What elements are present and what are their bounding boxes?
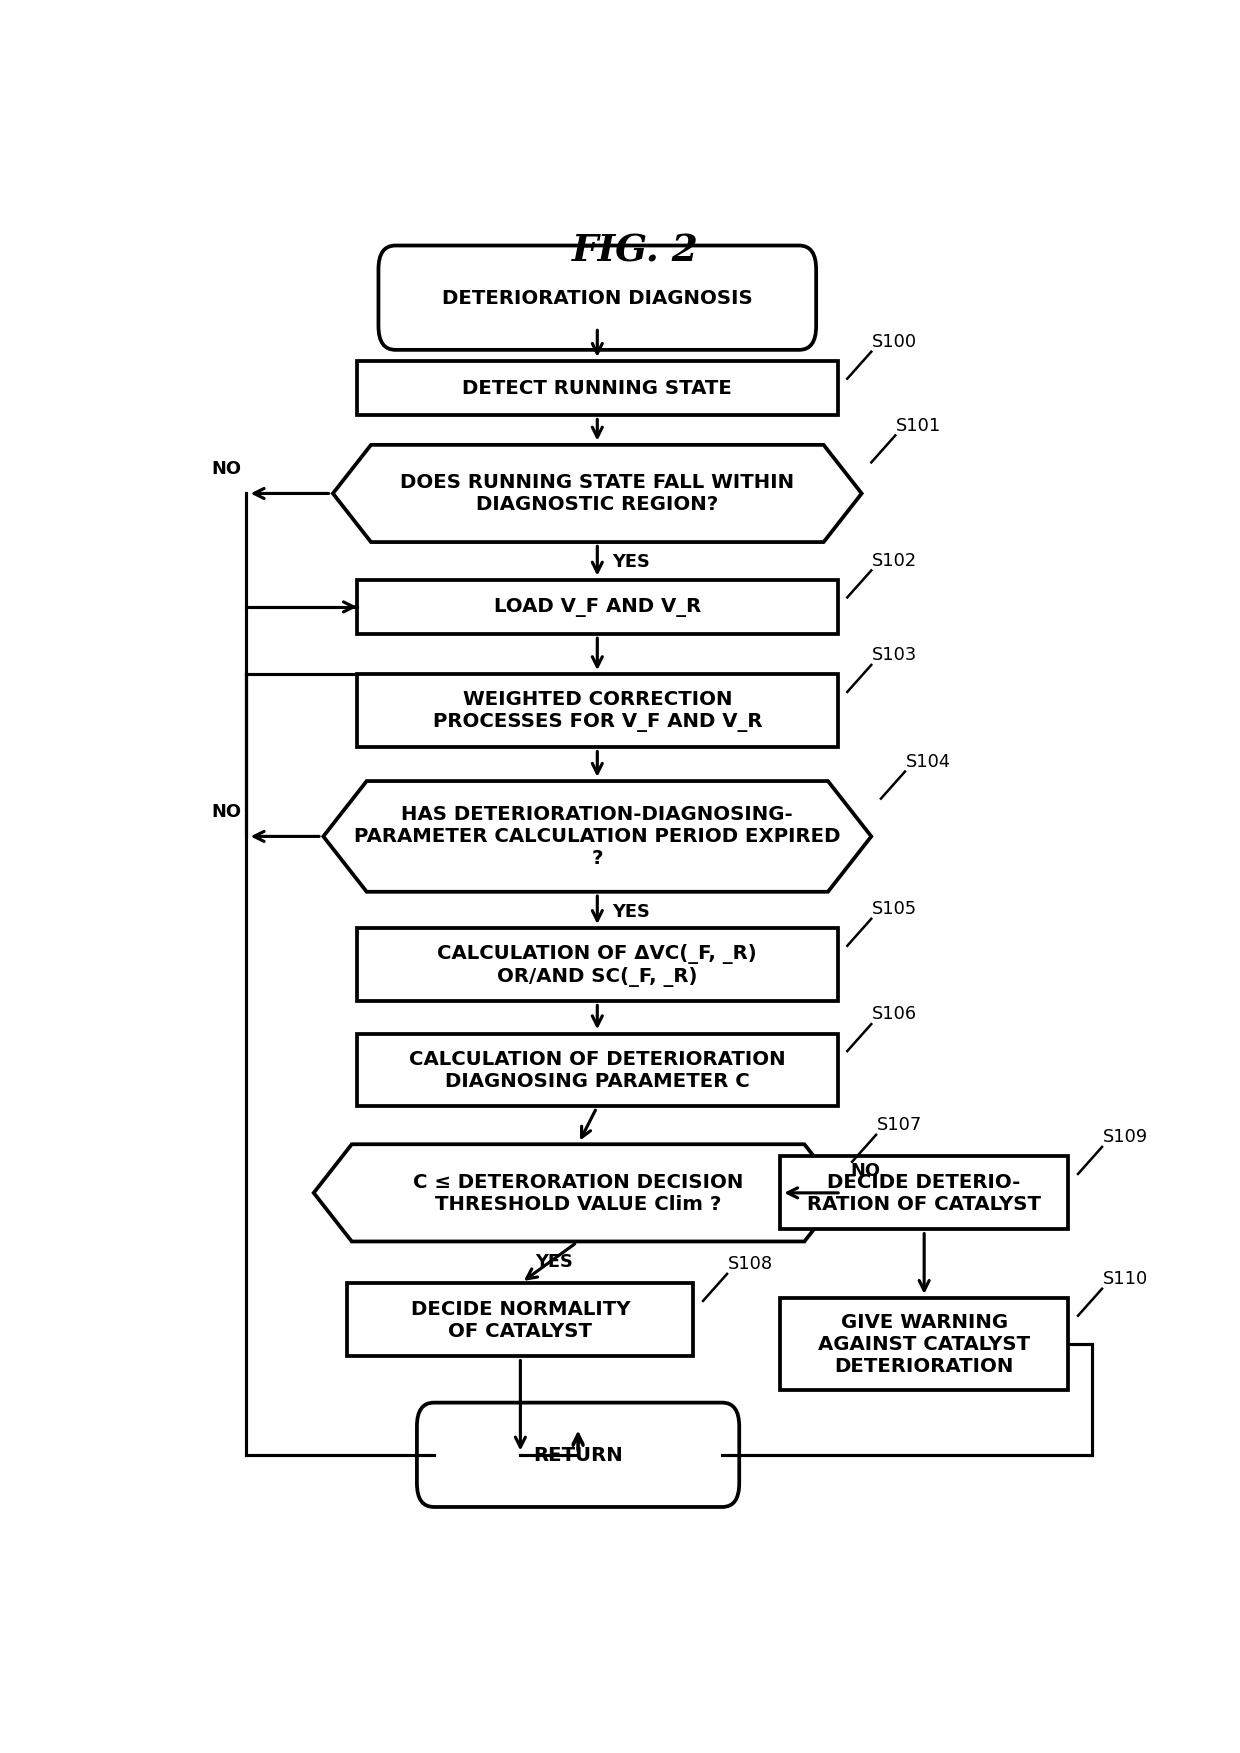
Text: CALCULATION OF ΔVC(_F, _R)
OR/AND SC(_F, _R): CALCULATION OF ΔVC(_F, _R) OR/AND SC(_F,… — [438, 943, 756, 987]
Bar — [347, 1283, 693, 1357]
FancyBboxPatch shape — [378, 245, 816, 351]
Text: DECIDE NORMALITY
OF CATALYST: DECIDE NORMALITY OF CATALYST — [410, 1299, 630, 1341]
Text: S104: S104 — [905, 752, 951, 771]
Text: YES: YES — [611, 554, 650, 571]
Text: S100: S100 — [872, 333, 918, 351]
Text: RETURN: RETURN — [533, 1446, 622, 1464]
Bar — [357, 1034, 837, 1106]
Text: GIVE WARNING
AGAINST CATALYST
DETERIORATION: GIVE WARNING AGAINST CATALYST DETERIORAT… — [818, 1313, 1029, 1376]
Text: NO: NO — [212, 459, 242, 477]
Text: S105: S105 — [872, 899, 918, 917]
Bar — [780, 1299, 1068, 1390]
Text: WEIGHTED CORRECTION
PROCESSES FOR V_F AND V_R: WEIGHTED CORRECTION PROCESSES FOR V_F AN… — [433, 691, 761, 733]
Text: S109: S109 — [1102, 1127, 1148, 1146]
Polygon shape — [324, 782, 870, 892]
Text: DECIDE DETERIO-
RATION OF CATALYST: DECIDE DETERIO- RATION OF CATALYST — [807, 1173, 1040, 1213]
Text: NO: NO — [212, 803, 242, 820]
Text: S108: S108 — [728, 1255, 773, 1273]
Text: FIG. 2: FIG. 2 — [572, 233, 699, 270]
Text: S110: S110 — [1102, 1269, 1148, 1287]
Text: LOAD V_F AND V_R: LOAD V_F AND V_R — [494, 598, 701, 617]
Text: YES: YES — [611, 903, 650, 920]
Text: S103: S103 — [872, 645, 918, 664]
Bar — [780, 1157, 1068, 1229]
Text: YES: YES — [534, 1252, 573, 1271]
Text: C ≤ DETERORATION DECISION
THRESHOLD VALUE Clim ?: C ≤ DETERORATION DECISION THRESHOLD VALU… — [413, 1173, 743, 1213]
Bar — [357, 580, 837, 635]
Polygon shape — [332, 445, 862, 542]
Polygon shape — [314, 1145, 842, 1241]
Text: S101: S101 — [897, 417, 941, 435]
Text: NO: NO — [849, 1162, 880, 1180]
Bar — [357, 361, 837, 415]
Text: S107: S107 — [877, 1115, 923, 1134]
Text: S102: S102 — [872, 552, 918, 570]
Text: S106: S106 — [872, 1004, 918, 1024]
Text: HAS DETERIORATION-DIAGNOSING-
PARAMETER CALCULATION PERIOD EXPIRED
?: HAS DETERIORATION-DIAGNOSING- PARAMETER … — [353, 805, 841, 868]
Bar — [357, 929, 837, 1001]
Text: DETERIORATION DIAGNOSIS: DETERIORATION DIAGNOSIS — [441, 289, 753, 307]
Bar — [357, 675, 837, 747]
Text: DETECT RUNNING STATE: DETECT RUNNING STATE — [463, 379, 732, 398]
FancyBboxPatch shape — [417, 1402, 739, 1508]
Text: DOES RUNNING STATE FALL WITHIN
DIAGNOSTIC REGION?: DOES RUNNING STATE FALL WITHIN DIAGNOSTI… — [401, 473, 794, 514]
Text: CALCULATION OF DETERIORATION
DIAGNOSING PARAMETER C: CALCULATION OF DETERIORATION DIAGNOSING … — [409, 1050, 785, 1090]
